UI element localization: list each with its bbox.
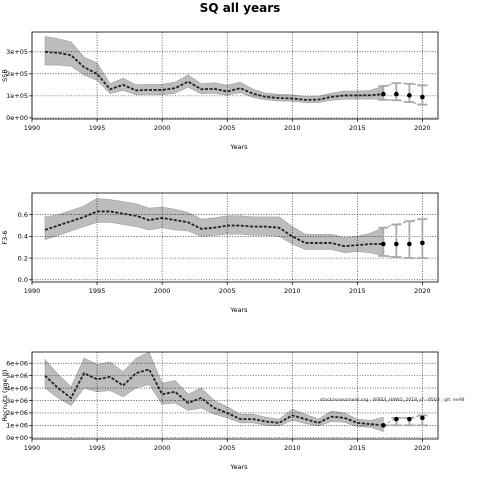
y-tick-label: 5e+06: [6, 372, 28, 380]
y-tick-label: 0.6: [18, 211, 28, 219]
x-tick-label: 2000: [154, 444, 171, 452]
y-tick-label: 3e+06: [6, 397, 28, 405]
forecast-upper-line: [383, 82, 423, 87]
x-tick-label: 2010: [284, 124, 301, 132]
y-tick-label: 2e+06: [6, 409, 28, 417]
x-tick-label: 2000: [154, 124, 171, 132]
series-line: [44, 368, 384, 427]
figure-title: SQ all years: [200, 1, 281, 15]
forecast-point: [381, 91, 386, 97]
x-tick-label: 2005: [219, 287, 236, 295]
forecast-point: [394, 241, 399, 247]
forecast-point: [420, 415, 425, 421]
x-tick-label: 2010: [284, 287, 301, 295]
y-tick-label: 0.0: [18, 276, 28, 284]
forecast-lower-line: [383, 255, 423, 259]
chart-panel-2: 1990 1995 2000 2005 2010 2015 2020 0.0 0.2 0.4 0.6…: [1, 192, 439, 314]
x-tick-label: 1990: [24, 444, 41, 452]
x-tick-label: 2020: [414, 287, 431, 295]
series-line: [44, 210, 384, 248]
x-tick-label: 2015: [349, 287, 366, 295]
y-axis-label: Recruits (age 0): [1, 370, 9, 422]
series-line: [44, 50, 384, 101]
y-tick-label: 3e+05: [6, 48, 28, 56]
x-axis-label: Years: [229, 463, 248, 471]
y-axis-label: SSB: [1, 69, 9, 82]
panels: 1990 1995 2000 2005 2010 2015 2020 0e+00 1e+05 2e…: [1, 31, 439, 471]
y-tick-label: 0.2: [18, 254, 28, 262]
x-tick-label: 2000: [154, 287, 171, 295]
forecast-point: [407, 241, 412, 247]
forecast-point: [394, 416, 399, 422]
forecast-point: [420, 94, 425, 100]
y-tick-label: 1e+05: [6, 92, 28, 100]
x-tick-label: 1995: [89, 444, 106, 452]
y-tick-label: 6e+06: [6, 359, 28, 367]
plot-frame: [31, 192, 439, 283]
forecast-point: [420, 240, 425, 246]
x-tick-label: 2015: [349, 124, 366, 132]
forecast-upper-line: [383, 414, 423, 426]
y-tick-label: 2e+05: [6, 70, 28, 78]
chart-panel-1: 1990 1995 2000 2005 2010 2015 2020 0e+00 1e+05 2e…: [1, 31, 439, 151]
y-tick-label: 0e+00: [6, 434, 28, 442]
x-tick-label: 1995: [89, 287, 106, 295]
plot-frame: [31, 31, 439, 120]
chart-panel-3: 1990 1995 2000 2005 2010 2015 2020 0e+00 1e+06 2e…: [1, 351, 439, 471]
y-tick-label: 1e+06: [6, 422, 28, 430]
forecast-point: [407, 416, 412, 422]
x-tick-label: 1995: [89, 124, 106, 132]
plot-frame: [31, 351, 439, 440]
y-axis-label: F3-6: [1, 230, 9, 244]
forecast-upper-line: [383, 218, 423, 229]
forecast-point: [381, 241, 386, 247]
y-tick-label: 0e+00: [6, 114, 28, 122]
x-axis-label: Years: [229, 306, 248, 314]
forecast-lower-line: [383, 99, 423, 106]
watermark-text: stockassessment.org - WBSS_HAWG_2018_sf …: [320, 397, 465, 403]
forecast-point: [407, 93, 412, 98]
forecast-point: [381, 423, 386, 428]
x-tick-label: 2020: [414, 444, 431, 452]
forecast-point: [394, 91, 399, 97]
x-axis-label: Years: [229, 143, 248, 151]
x-tick-label: 1990: [24, 287, 41, 295]
x-tick-label: 2020: [414, 124, 431, 132]
y-tick-label: 4e+06: [6, 384, 28, 392]
x-tick-label: 2015: [349, 444, 366, 452]
y-tick-label: 0.4: [18, 233, 28, 241]
confidence-band: [44, 351, 384, 432]
x-tick-label: 2005: [219, 444, 236, 452]
x-tick-label: 2010: [284, 444, 301, 452]
x-tick-label: 2005: [219, 124, 236, 132]
x-tick-label: 1990: [24, 124, 41, 132]
